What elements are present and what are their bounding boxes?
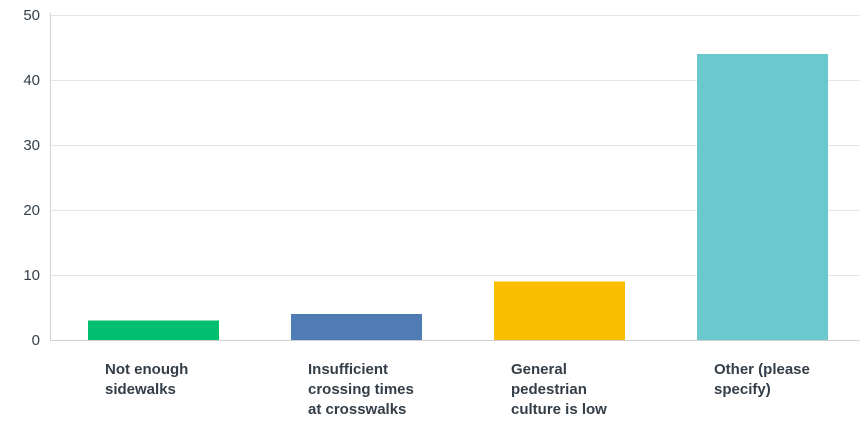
y-tick-label: 40	[23, 72, 40, 89]
category-labels: Not enough sidewalks Insufficient crossing …	[105, 361, 810, 418]
category-label: crossing times	[308, 381, 414, 398]
bar	[697, 54, 828, 340]
bar	[291, 314, 422, 340]
category-label: pedestrian	[511, 381, 587, 398]
y-tick-label: 50	[23, 7, 40, 24]
axes	[50, 13, 860, 341]
bar	[494, 281, 625, 340]
category-label: Other (please	[714, 361, 810, 378]
category-label: at crosswalks	[308, 401, 406, 418]
category-label: specify)	[714, 381, 771, 398]
category-label: Insufficient	[308, 361, 388, 378]
y-tick-label: 20	[23, 202, 40, 219]
category-label: General	[511, 361, 567, 378]
y-tick-labels: 0 10 20 30 40 50	[23, 7, 40, 349]
y-tick-label: 10	[23, 267, 40, 284]
bars	[88, 54, 828, 340]
category-label: Not enough	[105, 361, 188, 378]
y-tick-label: 30	[23, 137, 40, 154]
bar	[88, 320, 219, 340]
category-label: culture is low	[511, 401, 607, 418]
category-label: sidewalks	[105, 381, 176, 398]
y-tick-label: 0	[32, 332, 40, 349]
